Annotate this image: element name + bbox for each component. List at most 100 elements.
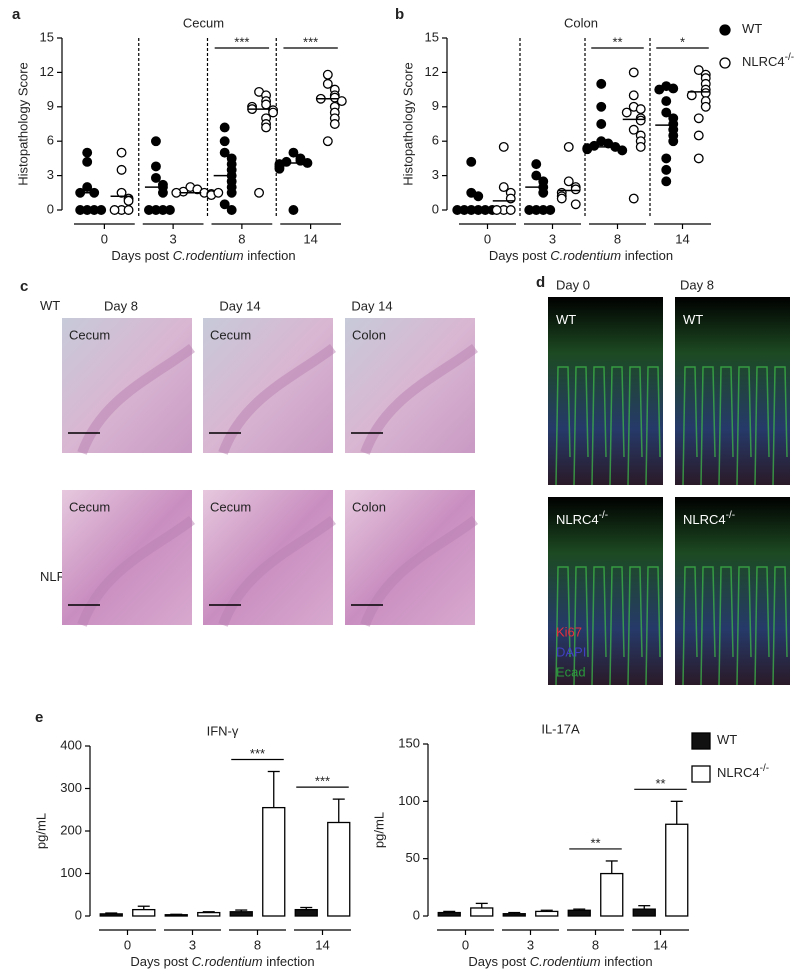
image-label-sup: -/- bbox=[599, 510, 608, 521]
crypt-outline bbox=[700, 566, 716, 686]
chart-title: Cecum bbox=[183, 15, 224, 30]
data-point bbox=[617, 145, 628, 156]
crypt-outline bbox=[591, 366, 607, 486]
legend-label: NLRC4-/- bbox=[742, 52, 794, 70]
x-tick-label: 0 bbox=[484, 231, 491, 246]
image-label: NLRC4-/- bbox=[683, 510, 735, 528]
bar bbox=[632, 908, 656, 917]
x-axis-label-part: Days post bbox=[489, 248, 550, 263]
data-point bbox=[498, 182, 509, 193]
data-point bbox=[288, 147, 299, 158]
x-axis-label-part: infection bbox=[244, 248, 296, 263]
y-tick-label: 3 bbox=[47, 167, 54, 182]
tissue-label: Colon bbox=[352, 327, 386, 342]
legend-label-main: WT bbox=[717, 732, 737, 747]
data-point bbox=[531, 159, 542, 170]
bar bbox=[437, 911, 461, 917]
y-tick-label: 6 bbox=[47, 133, 54, 148]
y-tick-label: 9 bbox=[432, 98, 439, 113]
x-tick-label: 3 bbox=[189, 937, 196, 952]
x-tick-label: 3 bbox=[549, 231, 556, 246]
y-tick-label: 0 bbox=[75, 907, 82, 922]
y-tick-label: 12 bbox=[425, 64, 439, 79]
data-point bbox=[635, 141, 646, 152]
genotype-label: WT bbox=[40, 298, 60, 313]
data-point bbox=[164, 205, 175, 215]
histology-image bbox=[345, 318, 475, 453]
image-label-main: NLRC4 bbox=[683, 512, 726, 527]
histology-image bbox=[203, 490, 333, 625]
data-point bbox=[661, 153, 672, 164]
significance-label: * bbox=[680, 34, 685, 49]
legend-label-sup: -/- bbox=[785, 52, 794, 63]
crypt-outline bbox=[645, 566, 661, 686]
crypt-outline bbox=[700, 366, 716, 486]
x-tick-label: 3 bbox=[170, 231, 177, 246]
x-axis-label-part: C.rodentium bbox=[550, 248, 621, 263]
bar bbox=[132, 908, 156, 917]
x-tick-label: 14 bbox=[653, 937, 667, 952]
tissue-texture bbox=[218, 515, 336, 627]
data-point bbox=[473, 191, 484, 202]
bar bbox=[262, 806, 286, 917]
data-point bbox=[322, 78, 333, 89]
data-point bbox=[563, 141, 574, 152]
x-tick-label: 8 bbox=[254, 937, 261, 952]
significance-label: *** bbox=[250, 746, 265, 761]
data-point bbox=[686, 90, 697, 101]
data-point bbox=[261, 122, 272, 133]
y-axis-label: Histopathology Score bbox=[15, 62, 30, 186]
data-point bbox=[531, 170, 542, 181]
image-label-main: NLRC4 bbox=[556, 512, 599, 527]
crypt-outline bbox=[736, 366, 752, 486]
bar bbox=[197, 911, 221, 917]
data-point bbox=[693, 65, 704, 76]
x-axis-label: Days post C.rodentium infection bbox=[468, 954, 652, 969]
data-point bbox=[628, 193, 639, 204]
bar bbox=[294, 908, 318, 917]
legend-label: WT bbox=[717, 732, 737, 747]
chart-title: IL-17A bbox=[541, 721, 580, 736]
crypt-outline bbox=[645, 366, 661, 486]
histology-image bbox=[345, 490, 475, 625]
data-point bbox=[116, 187, 127, 198]
data-point bbox=[109, 205, 120, 215]
data-point bbox=[219, 136, 230, 147]
legend-marker bbox=[719, 57, 731, 69]
data-point bbox=[116, 164, 127, 175]
y-tick-label: 400 bbox=[60, 737, 82, 752]
legend-label-main: WT bbox=[742, 21, 762, 36]
data-point bbox=[123, 195, 134, 206]
x-axis-label-part: C.rodentium bbox=[530, 954, 601, 969]
tissue-label: Cecum bbox=[69, 327, 110, 342]
panel-label: d bbox=[536, 274, 545, 291]
y-tick-label: 15 bbox=[40, 29, 54, 44]
x-tick-label: 14 bbox=[675, 231, 689, 246]
tissue-label: Cecum bbox=[210, 327, 251, 342]
bar bbox=[470, 907, 494, 917]
crypt-outline bbox=[754, 566, 770, 686]
significance-label: ** bbox=[590, 835, 600, 850]
y-tick-label: 6 bbox=[432, 133, 439, 148]
x-axis-label: Days post C.rodentium infection bbox=[130, 954, 314, 969]
crypt-outline bbox=[609, 566, 625, 686]
data-point bbox=[150, 136, 161, 147]
legend-label: NLRC4-/- bbox=[717, 763, 769, 781]
bar bbox=[502, 913, 526, 917]
tissue-label: Cecum bbox=[210, 499, 251, 514]
x-axis-label: Days post C.rodentium infection bbox=[489, 248, 673, 263]
legend-marker bbox=[691, 732, 711, 750]
y-tick-label: 3 bbox=[432, 167, 439, 182]
x-axis-label-part: infection bbox=[601, 954, 653, 969]
data-point bbox=[96, 205, 107, 215]
data-point bbox=[563, 176, 574, 187]
significance-label: *** bbox=[315, 774, 330, 789]
legend-label-main: NLRC4 bbox=[717, 765, 760, 780]
crypt-outline bbox=[609, 366, 625, 486]
y-tick-label: 9 bbox=[47, 98, 54, 113]
crypt-outline bbox=[736, 566, 752, 686]
image-label: WT bbox=[556, 312, 576, 327]
x-tick-label: 3 bbox=[527, 937, 534, 952]
data-point bbox=[538, 187, 549, 198]
